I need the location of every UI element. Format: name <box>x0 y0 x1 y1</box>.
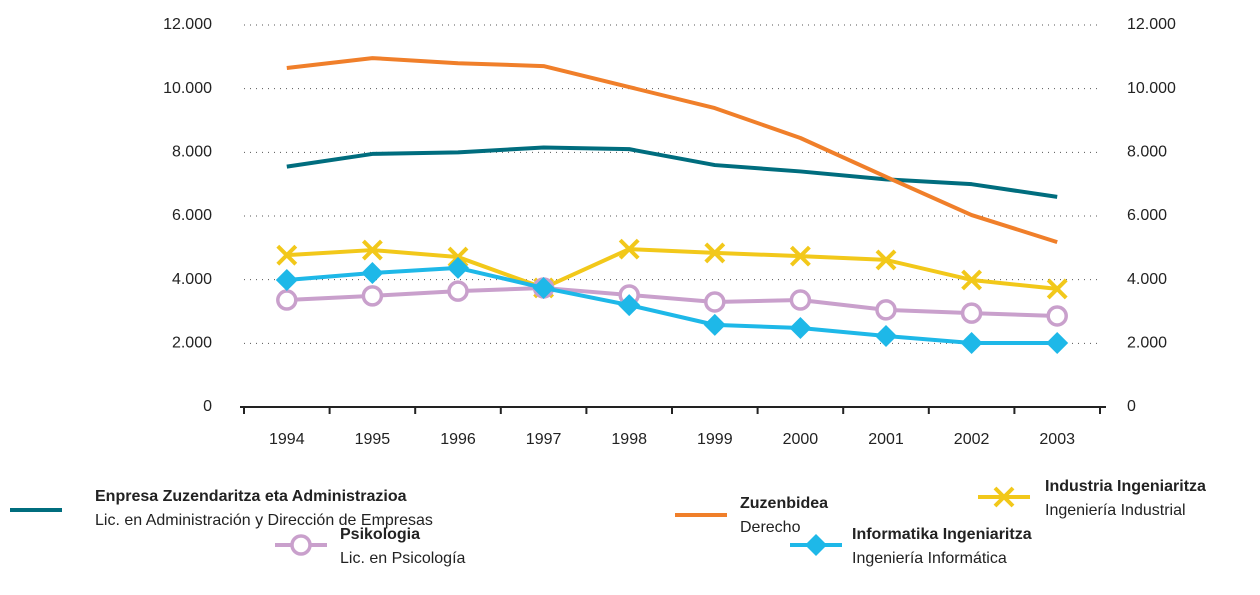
legend-subname: Ingeniería Industrial <box>1045 502 1186 519</box>
marker-diamond <box>618 294 641 317</box>
legend-subname: Derecho <box>740 519 801 536</box>
x-tick-label: 1994 <box>269 431 305 448</box>
y-tick-label: 6.000 <box>172 207 212 224</box>
y2-tick-label: 0 <box>1127 398 1136 415</box>
y-tick-label: 8.000 <box>172 144 212 161</box>
marker-circle <box>276 289 298 311</box>
legend-name: Industria Ingeniaritza <box>1045 478 1206 495</box>
legend-name: Zuzenbidea <box>740 495 828 512</box>
marker-diamond <box>960 332 983 355</box>
x-tick-label: 1996 <box>440 431 476 448</box>
x-tick-label: 2002 <box>954 431 990 448</box>
series-line <box>286 265 1058 346</box>
y-tick-label: 4.000 <box>172 271 212 288</box>
marker-x <box>789 245 811 267</box>
marker-circle <box>960 302 983 324</box>
legend-name: Psikologia <box>340 526 420 543</box>
marker-x <box>618 238 640 260</box>
marker-diamond <box>532 276 555 299</box>
marker-diamond <box>805 534 827 556</box>
y2-tick-label: 8.000 <box>1127 144 1167 161</box>
y2-tick-label: 2.000 <box>1127 335 1167 352</box>
marker-circle <box>447 280 469 302</box>
marker-diamond <box>447 256 469 279</box>
marker-x <box>1046 278 1068 300</box>
x-tick-label: 2001 <box>868 431 904 448</box>
y-tick-label: 12.000 <box>163 16 212 33</box>
y2-tick-label: 10.000 <box>1127 80 1176 97</box>
marker-diamond <box>875 325 897 348</box>
y-tick-label: 0 <box>203 398 212 415</box>
x-tick-label: 2003 <box>1039 431 1075 448</box>
x-tick-label: 1999 <box>697 431 733 448</box>
marker-x <box>361 239 383 261</box>
marker-circle <box>789 289 812 311</box>
series-line <box>286 56 1058 245</box>
marker-circle <box>290 534 312 556</box>
marker-diamond <box>1046 332 1069 355</box>
marker-circle <box>1046 305 1068 327</box>
legend-name: Informatika Ingeniaritza <box>852 526 1032 543</box>
y2-tick-label: 6.000 <box>1127 207 1167 224</box>
marker-x <box>276 244 298 266</box>
x-tick-label: 1997 <box>526 431 562 448</box>
legend-subname: Ingeniería Informática <box>852 550 1007 567</box>
y2-tick-label: 4.000 <box>1127 271 1167 288</box>
marker-diamond <box>275 268 298 291</box>
marker-circle <box>704 291 726 313</box>
marker-diamond <box>361 261 384 284</box>
y2-tick-label: 12.000 <box>1127 16 1176 33</box>
series-line <box>286 247 1058 291</box>
series-line <box>286 285 1058 318</box>
y-tick-label: 2.000 <box>172 335 212 352</box>
marker-diamond <box>789 317 812 340</box>
marker-x <box>993 486 1015 508</box>
legend-subname: Lic. en Psicología <box>340 550 466 567</box>
legend-name: Enpresa Zuzendaritza eta Administrazioa <box>95 488 407 505</box>
marker-circle <box>875 299 897 321</box>
legend-subname: Lic. en Administración y Dirección de Em… <box>95 512 433 529</box>
marker-x <box>875 249 897 271</box>
series-line <box>286 145 1058 199</box>
marker-circle <box>361 285 384 307</box>
x-tick-label: 1998 <box>611 431 647 448</box>
marker-x <box>704 242 726 264</box>
y-tick-label: 10.000 <box>163 80 212 97</box>
marker-x <box>961 269 983 291</box>
marker-diamond <box>703 313 726 336</box>
x-tick-label: 2000 <box>783 431 819 448</box>
x-tick-label: 1995 <box>355 431 391 448</box>
